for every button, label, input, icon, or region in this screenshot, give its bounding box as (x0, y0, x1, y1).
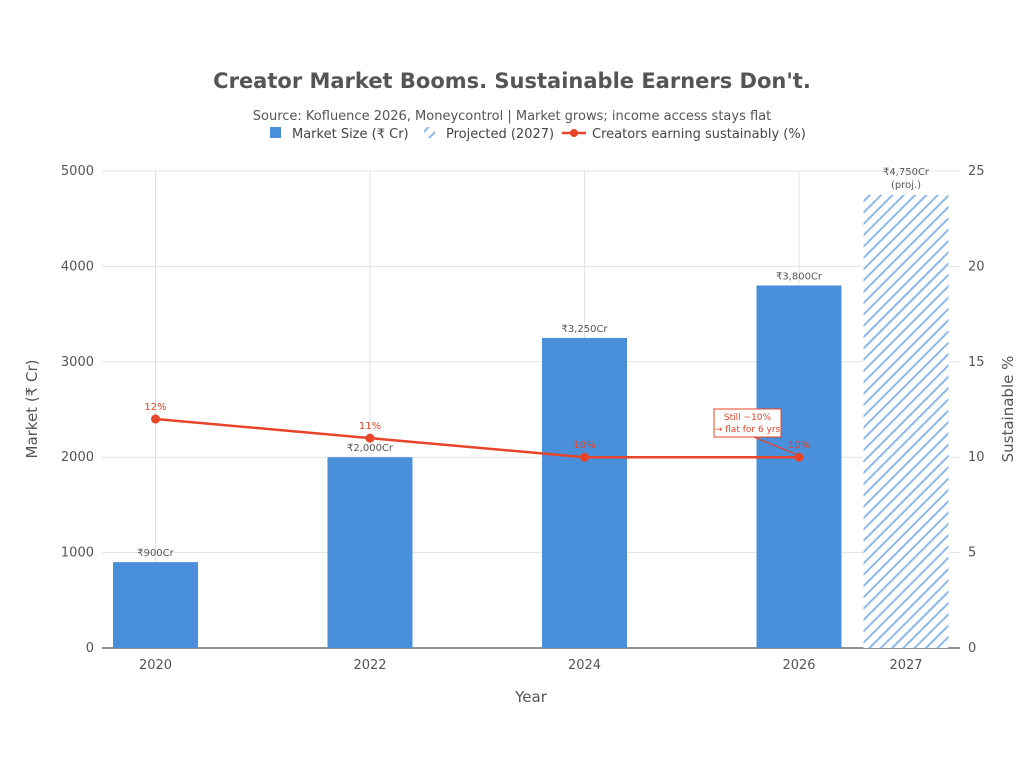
annotation: Still ~10% → flat for 6 yrs (713, 408, 797, 455)
x-tick-label: 2026 (782, 658, 815, 673)
bar-2027 (863, 194, 949, 648)
y-tick-label: 5000 (61, 164, 94, 179)
y2-tick-label: 25 (968, 164, 985, 179)
y2-tick-label: 5 (968, 546, 976, 561)
bar-label-2027: ₹4,750Cr (883, 167, 930, 178)
bar-2024 (542, 337, 627, 648)
legend-label: Projected (2027) (446, 127, 554, 142)
y2-axis-title: Sustainable % (999, 356, 1017, 463)
line-point-2020 (151, 414, 160, 424)
y-tick-label: 2000 (61, 450, 94, 465)
line-label-2022: 11% (359, 421, 381, 432)
bar-2022 (327, 457, 413, 648)
y-axis-title: Market (₹ Cr) (23, 360, 41, 459)
y2-tick-label: 0 (968, 641, 976, 656)
legend-swatch-dot (570, 129, 578, 137)
line-path (155, 417, 799, 459)
left-axis-ticks: 0 1000 2000 3000 4000 5000 (61, 164, 94, 656)
legend-label: Creators earning sustainably (%) (592, 127, 806, 142)
line-point-2026 (794, 452, 804, 462)
line-label-2024: 10% (573, 440, 595, 451)
annotation-arrow (753, 436, 797, 455)
sustainable-line: 12% 11% 10% 10% (144, 402, 810, 462)
bar-label-2020: ₹900Cr (137, 548, 174, 559)
x-tick-label: 2020 (139, 658, 172, 673)
legend-label: Market Size (₹ Cr) (292, 127, 409, 142)
y2-tick-label: 15 (968, 355, 985, 370)
legend: Market Size (₹ Cr) Projected (2027) Creato… (270, 127, 806, 142)
y-tick-label: 4000 (61, 259, 94, 274)
bar-label-2026: ₹3,800Cr (776, 271, 823, 282)
chart-subtitle: Source: Kofluence 2026, Moneycontrol | M… (253, 109, 771, 124)
annotation-text: Still ~10% (724, 413, 772, 423)
legend-swatch-projected (424, 127, 435, 138)
bar-2020 (113, 562, 198, 648)
x-tick-label: 2027 (889, 658, 922, 673)
bar-label-sub-2027: (proj.) (891, 180, 921, 191)
y-tick-label: 3000 (61, 355, 94, 370)
legend-swatch-market (270, 127, 281, 138)
x-axis-ticks: 2020 2022 2024 2026 2027 (139, 658, 923, 673)
annotation-text: → flat for 6 yrs (715, 425, 781, 435)
annotation-box (713, 408, 782, 438)
bar-2026 (756, 285, 842, 648)
y-tick-label: 1000 (61, 546, 94, 561)
bar-label-2024: ₹3,250Cr (561, 324, 608, 335)
y2-tick-label: 10 (968, 450, 985, 465)
right-axis-ticks: 0 5 10 15 20 25 (968, 164, 985, 656)
y-tick-label: 0 (86, 641, 94, 656)
y2-tick-label: 20 (968, 259, 985, 274)
line-label-2020: 12% (144, 402, 166, 413)
bar-labels: ₹900Cr ₹2,000Cr ₹3,250Cr ₹3,800Cr ₹4,750Cr (p… (137, 167, 930, 559)
line-label-2026: 10% (788, 440, 810, 451)
x-tick-label: 2024 (568, 658, 601, 673)
line-point-2024 (580, 452, 589, 462)
x-tick-label: 2022 (353, 658, 386, 673)
chart-title: Creator Market Booms. Sustainable Earner… (213, 69, 811, 93)
bars (113, 194, 949, 648)
line-point-2022 (365, 433, 375, 443)
x-axis-title: Year (514, 688, 548, 706)
bar-label-2022: ₹2,000Cr (347, 443, 394, 454)
